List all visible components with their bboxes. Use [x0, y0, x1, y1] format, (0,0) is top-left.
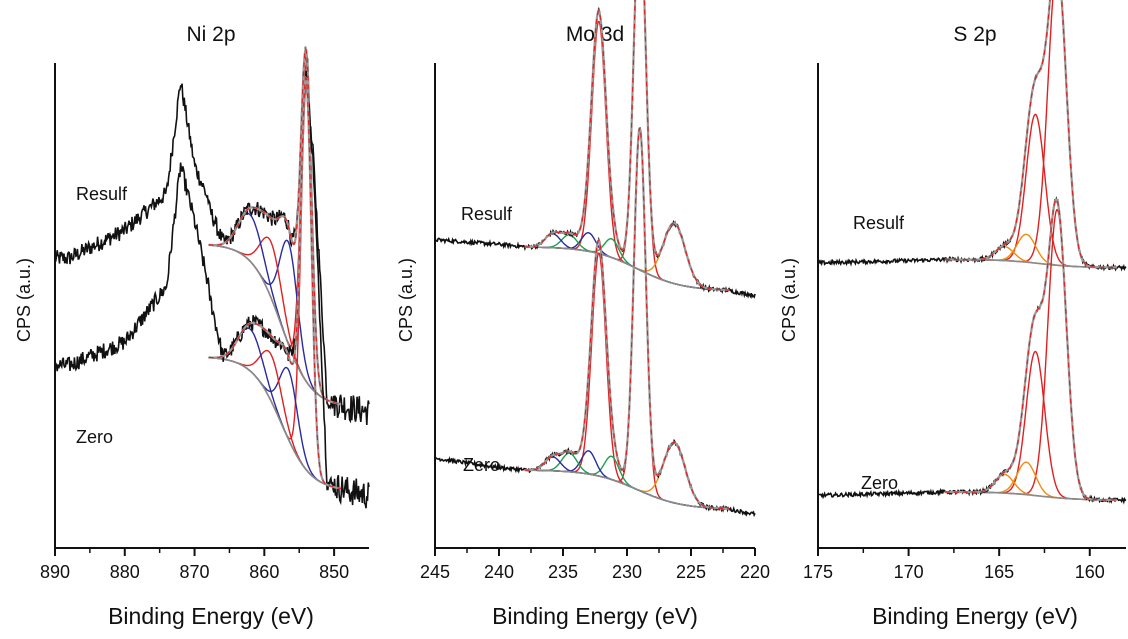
panel-title: Ni 2p — [186, 23, 235, 46]
raw-spectrum-line — [54, 70, 370, 509]
spectrum-label-zero: Zero — [861, 473, 898, 493]
spectrum-resulf — [54, 45, 370, 426]
fit-envelope-dashed — [524, 0, 730, 291]
spectrum-zero — [434, 127, 756, 518]
spectrum-label-zero: Zero — [463, 455, 500, 475]
fit-component-2 — [524, 20, 730, 291]
x-axis-label: Binding Energy (eV) — [872, 603, 1078, 629]
fit-envelope-dashed — [208, 47, 342, 405]
spectra — [434, 0, 756, 518]
x-tick-label: 890 — [40, 562, 70, 582]
fit-component-2 — [944, 350, 1117, 501]
spectrum-resulf — [817, 0, 1127, 272]
panel-mo3d: Mo 3d 245 240 235 230 225 220 Resulf Zero CPS… — [396, 0, 770, 629]
fit-envelope — [944, 198, 1117, 502]
spectrum-label-resulf: Resulf — [76, 184, 128, 204]
x-ticks: 175 170 165 160 — [803, 548, 1105, 582]
fit-envelope-dashed — [524, 127, 730, 510]
raw-spectrum-line — [817, 196, 1127, 505]
background-baseline — [208, 356, 342, 490]
x-axis-label: Binding Energy (eV) — [492, 603, 698, 629]
panel-s2p: S 2p 175 170 165 160 Resulf Zero CPS (a.u.)… — [779, 0, 1127, 629]
fit-envelope — [524, 0, 730, 292]
x-ticks: 245 240 235 230 225 220 — [420, 548, 770, 582]
fit-envelope — [208, 75, 342, 490]
x-tick-label: 175 — [803, 562, 833, 582]
fit-component-3 — [208, 236, 342, 405]
spectrum-zero — [54, 70, 370, 509]
fit-component-1 — [524, 0, 730, 291]
background-baseline — [524, 246, 730, 291]
fit-envelope-dashed — [944, 198, 1117, 501]
fit-component-5 — [524, 450, 730, 510]
x-axis-label: Binding Energy (eV) — [108, 603, 314, 629]
x-tick-label: 240 — [484, 562, 514, 582]
x-tick-label: 165 — [984, 562, 1014, 582]
x-tick-label: 850 — [319, 562, 349, 582]
spectrum-label-resulf: Resulf — [853, 213, 905, 233]
x-tick-label: 860 — [249, 562, 279, 582]
fit-component-2 — [944, 113, 1117, 269]
spectrum-zero — [817, 196, 1127, 505]
panel-ni2p: Ni 2p 890 880 870 860 850 Resulf Zero CPS (a… — [14, 23, 370, 629]
y-axis-label: CPS (a.u.) — [779, 258, 799, 342]
spectrum-label-resulf: Resulf — [461, 204, 513, 224]
panel-title: S 2p — [953, 23, 996, 46]
fit-component-4 — [944, 473, 1117, 501]
x-tick-label: 870 — [180, 562, 210, 582]
raw-spectrum-line — [54, 46, 370, 426]
spectrum-label-zero: Zero — [76, 427, 113, 447]
y-axis-label: CPS (a.u.) — [14, 258, 34, 342]
x-tick-label: 160 — [1075, 562, 1105, 582]
fit-envelope-dashed — [944, 0, 1117, 269]
y-axis-label: CPS (a.u.) — [396, 258, 416, 342]
fit-component-1 — [944, 209, 1117, 501]
x-tick-label: 170 — [894, 562, 924, 582]
x-tick-label: 235 — [548, 562, 578, 582]
x-tick-label: 245 — [420, 562, 450, 582]
spectrum-resulf — [434, 0, 756, 300]
x-tick-label: 880 — [110, 562, 140, 582]
x-tick-label: 230 — [612, 562, 642, 582]
background-baseline — [208, 244, 342, 406]
spectra — [54, 45, 370, 509]
x-ticks: 890 880 870 860 850 — [40, 548, 349, 582]
x-tick-label: 225 — [676, 562, 706, 582]
background-baseline — [524, 469, 730, 510]
x-tick-label: 220 — [740, 562, 770, 582]
spectra — [817, 0, 1127, 505]
fit-component-2 — [208, 239, 342, 405]
